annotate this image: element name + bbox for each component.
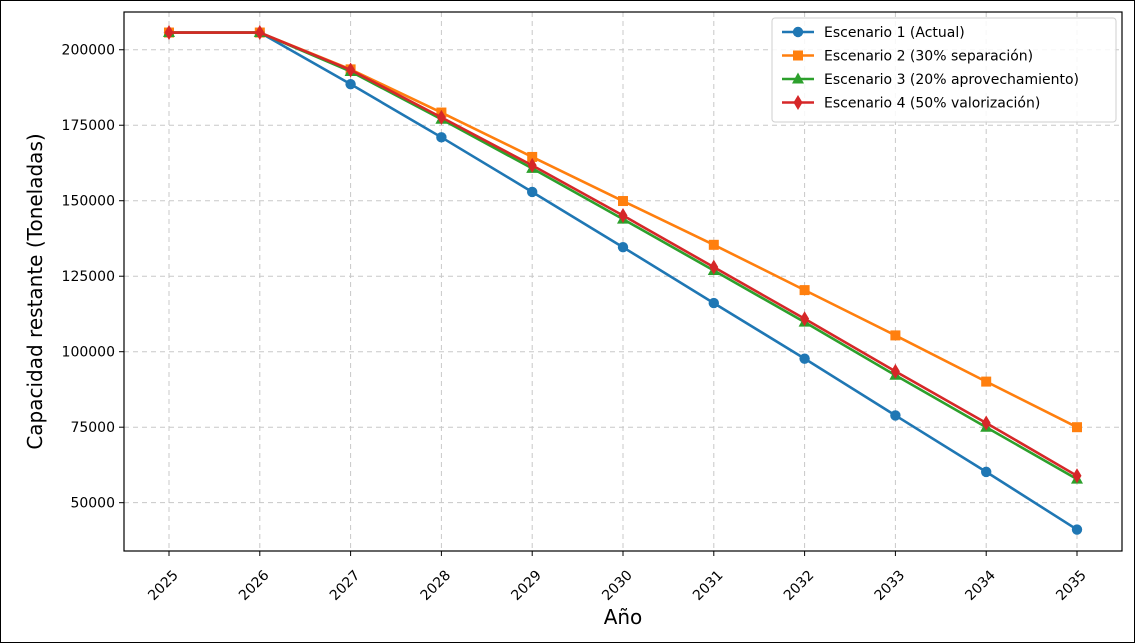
data-point: [527, 157, 537, 173]
data-point: [618, 208, 628, 224]
legend-box: [771, 17, 1117, 123]
y-tick-label: 125000: [62, 269, 115, 285]
legend-item: Escenario 3 (20% aprovechamiento): [782, 72, 1079, 88]
x-tick-label: 2026: [236, 567, 273, 604]
x-tick-label: 2035: [1053, 567, 1090, 604]
data-point: [346, 62, 356, 78]
data-point: [981, 376, 992, 387]
data-point: [618, 196, 628, 207]
y-axis-ticks: 50000 75000 100000 125000 150000 175000 200000: [62, 43, 124, 512]
data-point: [709, 259, 719, 275]
x-tick-label: 2027: [327, 567, 364, 604]
series-4: [164, 25, 1082, 484]
legend-item: Escenario 2 (30% separación): [782, 49, 1033, 65]
data-point: [890, 363, 900, 379]
x-tick-label: 2031: [690, 567, 727, 604]
series-group: [163, 25, 1083, 535]
data-point: [436, 132, 447, 143]
x-tick-label: 2025: [145, 567, 182, 604]
data-point: [255, 25, 265, 41]
data-point: [164, 25, 174, 41]
x-tick-label: 2033: [872, 567, 909, 604]
y-tick-label: 75000: [70, 420, 115, 436]
data-point: [1071, 524, 1083, 535]
data-point: [799, 353, 810, 364]
x-tick-label: 2028: [418, 567, 455, 604]
data-point: [799, 285, 810, 296]
x-axis-title: Año: [604, 605, 643, 629]
data-point: [1072, 422, 1082, 433]
y-tick-label: 200000: [62, 43, 115, 59]
data-point: [527, 151, 538, 162]
y-tick-label: 175000: [62, 118, 115, 134]
x-tick-label: 2030: [599, 567, 636, 604]
legend-marker: [792, 26, 804, 38]
data-point: [345, 78, 356, 90]
legend: Escenario 1 (Actual) Escenario 2 (30% sep…: [771, 17, 1117, 123]
data-point: [981, 415, 991, 431]
legend-label: Escenario 2 (30% separación): [824, 49, 1033, 65]
data-point: [1072, 468, 1082, 484]
data-point: [527, 186, 538, 198]
data-point: [981, 466, 992, 478]
y-tick-label: 100000: [62, 345, 115, 361]
legend-label: Escenario 4 (50% valorización): [824, 96, 1040, 112]
y-tick-label: 50000: [70, 496, 115, 512]
data-point: [708, 239, 719, 250]
x-tick-label: 2032: [781, 567, 818, 604]
legend-label: Escenario 3 (20% aprovechamiento): [824, 72, 1079, 88]
legend-item: Escenario 4 (50% valorización): [782, 95, 1040, 112]
data-point: [890, 410, 901, 421]
y-tick-label: 150000: [62, 194, 115, 210]
data-point: [800, 311, 810, 327]
legend-marker: [792, 72, 804, 84]
y-axis-title: Capacidad restante (Toneladas): [23, 133, 47, 449]
legend-item: Escenario 1 (Actual): [782, 25, 965, 41]
data-point: [436, 109, 446, 125]
data-point: [617, 242, 629, 253]
legend-marker: [793, 95, 803, 110]
legend-label: Escenario 1 (Actual): [824, 25, 965, 41]
data-point: [890, 330, 901, 341]
x-tick-label: 2029: [508, 567, 545, 604]
data-point: [708, 297, 719, 309]
legend-marker: [793, 50, 803, 61]
x-axis-ticks: 2025 2026 2027 2028 2029 2030 2031 2032 2033 2034…: [145, 551, 1090, 604]
x-tick-label: 2034: [962, 567, 999, 604]
